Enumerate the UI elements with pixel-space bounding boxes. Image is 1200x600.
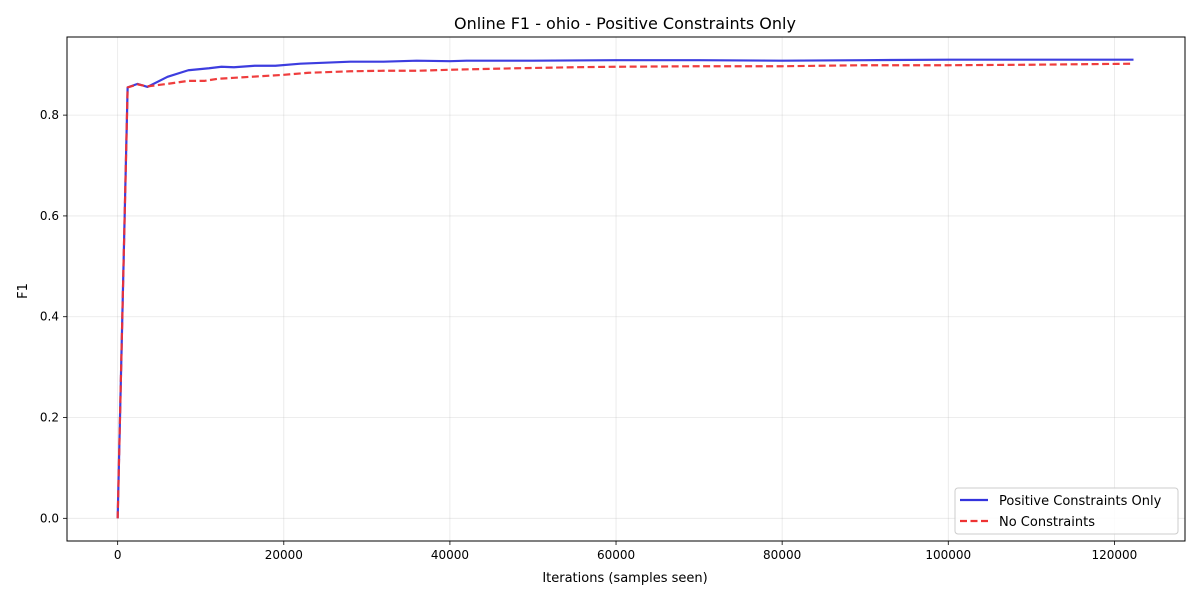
legend-label: No Constraints	[999, 515, 1095, 530]
x-axis-label: Iterations (samples seen)	[542, 571, 707, 586]
x-tick-label: 40000	[431, 548, 469, 562]
y-tick-label: 0.0	[40, 511, 59, 525]
x-tick-label: 100000	[925, 548, 971, 562]
legend-label: Positive Constraints Only	[999, 494, 1162, 509]
y-tick-label: 0.2	[40, 411, 59, 425]
x-tick-label: 0	[114, 548, 122, 562]
legend-box	[954, 487, 1179, 535]
x-tick-label: 80000	[763, 548, 801, 562]
x-tick-label: 60000	[597, 548, 635, 562]
x-tick-label: 20000	[265, 548, 303, 562]
y-tick-label: 0.8	[40, 108, 59, 122]
y-axis: 0.0 0.2 0.4 0.6 0.8	[40, 108, 67, 525]
y-tick-label: 0.6	[40, 209, 59, 223]
series-line-1	[116, 58, 1134, 519]
legend: Positive Constraints Only No Constraints	[954, 487, 1179, 535]
y-tick-label: 0.4	[40, 310, 59, 324]
series-line-2	[116, 62, 1134, 519]
chart-title: Online F1 - ohio - Positive Constraints …	[454, 14, 796, 33]
x-axis: 0 20000 40000 60000 80000 100000 120000	[114, 541, 1137, 562]
plot-frame	[66, 36, 1186, 542]
series-layer	[116, 58, 1134, 519]
x-tick-label: 120000	[1091, 548, 1137, 562]
grid	[67, 37, 1185, 541]
y-axis-label: F1	[16, 283, 31, 299]
